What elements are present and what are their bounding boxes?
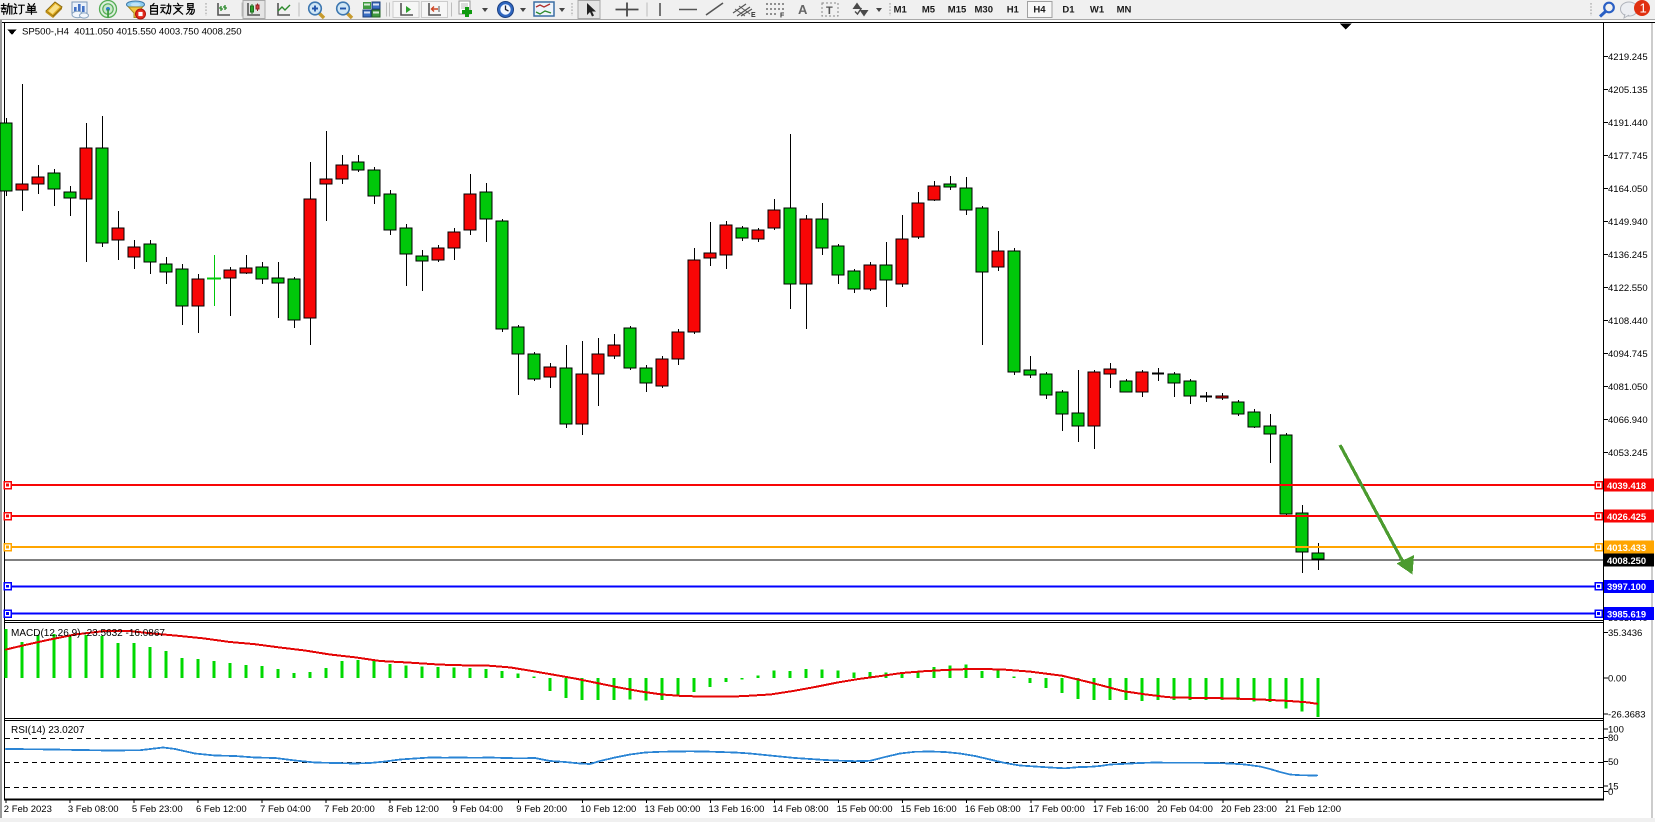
svg-text:4026.425: 4026.425 [1607,511,1646,522]
svg-text:15 Feb 16:00: 15 Feb 16:00 [901,804,957,815]
svg-text:A: A [798,2,808,17]
svg-text:M15: M15 [948,5,967,16]
svg-text:M30: M30 [975,5,993,16]
svg-text:E: E [751,12,756,19]
svg-text:15: 15 [1608,782,1619,793]
svg-text:16 Feb 08:00: 16 Feb 08:00 [965,804,1021,815]
svg-text:4136.245: 4136.245 [1608,250,1648,261]
svg-text:T: T [826,5,833,17]
svg-text:7 Feb 04:00: 7 Feb 04:00 [260,804,311,815]
svg-text:6 Feb 12:00: 6 Feb 12:00 [196,804,247,815]
svg-text:14 Feb 08:00: 14 Feb 08:00 [773,804,829,815]
svg-text:SP500-,H4 4011.050 4015.550 4: SP500-,H4 4011.050 4015.550 4003.750 400… [22,27,242,38]
svg-text:13 Feb 00:00: 13 Feb 00:00 [644,804,700,815]
svg-text:35.3436: 35.3436 [1608,628,1642,639]
svg-text:9 Feb 04:00: 9 Feb 04:00 [452,804,503,815]
svg-text:100: 100 [1608,725,1624,736]
svg-text:17 Feb 00:00: 17 Feb 00:00 [1029,804,1085,815]
svg-text:RSI(14) 23.0207: RSI(14) 23.0207 [11,725,85,736]
svg-text:13 Feb 16:00: 13 Feb 16:00 [708,804,764,815]
svg-text:4149.940: 4149.940 [1608,217,1648,228]
svg-text:4164.050: 4164.050 [1608,184,1648,195]
svg-text:4108.440: 4108.440 [1608,316,1648,327]
svg-text:4013.433: 4013.433 [1607,542,1646,553]
svg-text:8 Feb 12:00: 8 Feb 12:00 [388,804,439,815]
svg-text:H4: H4 [1033,5,1046,16]
svg-text:4039.418: 4039.418 [1607,480,1646,491]
svg-text:9 Feb 20:00: 9 Feb 20:00 [516,804,567,815]
svg-text:10 Feb 12:00: 10 Feb 12:00 [580,804,636,815]
svg-text:7 Feb 20:00: 7 Feb 20:00 [324,804,375,815]
svg-text:F: F [780,13,785,20]
svg-text:5 Feb 23:00: 5 Feb 23:00 [132,804,183,815]
svg-text:17 Feb 16:00: 17 Feb 16:00 [1093,804,1149,815]
svg-text:4191.440: 4191.440 [1608,118,1648,129]
svg-text:3 Feb 08:00: 3 Feb 08:00 [68,804,119,815]
svg-text:20 Feb 23:00: 20 Feb 23:00 [1221,804,1277,815]
svg-text:1: 1 [1640,1,1647,16]
svg-text:M5: M5 [922,5,936,16]
svg-text:21 Feb 12:00: 21 Feb 12:00 [1285,804,1341,815]
svg-text:3985.619: 3985.619 [1607,608,1646,619]
svg-text:4177.745: 4177.745 [1608,151,1648,162]
svg-text:MN: MN [1117,5,1132,16]
svg-text:4066.940: 4066.940 [1608,415,1648,426]
svg-text:4122.550: 4122.550 [1608,283,1648,294]
svg-text:D1: D1 [1062,5,1075,16]
svg-text:W1: W1 [1090,5,1105,16]
svg-text:20 Feb 04:00: 20 Feb 04:00 [1157,804,1213,815]
svg-text:4094.745: 4094.745 [1608,349,1648,360]
svg-text:0: 0 [1608,787,1613,798]
svg-text:H1: H1 [1007,5,1020,16]
svg-text:4205.135: 4205.135 [1608,85,1648,96]
svg-text:3997.100: 3997.100 [1607,581,1646,592]
svg-text:15 Feb 00:00: 15 Feb 00:00 [837,804,893,815]
svg-text:4081.050: 4081.050 [1608,382,1648,393]
svg-text:M1: M1 [894,5,908,16]
svg-text:80: 80 [1608,733,1619,744]
svg-text:0.00: 0.00 [1608,674,1627,685]
svg-text:-26.3683: -26.3683 [1608,710,1646,721]
svg-text:4053.245: 4053.245 [1608,448,1648,459]
svg-text:50: 50 [1608,757,1619,768]
svg-text:MACD(12,26,9) -23.5632 -16.086: MACD(12,26,9) -23.5632 -16.0867 [11,628,165,639]
svg-text:4008.250: 4008.250 [1607,555,1646,566]
svg-text:2 Feb 2023: 2 Feb 2023 [4,804,52,815]
svg-text:4219.245: 4219.245 [1608,52,1648,63]
